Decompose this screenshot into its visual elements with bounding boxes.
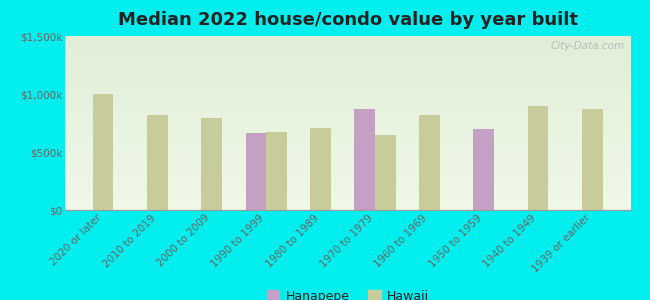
Bar <box>93 94 113 210</box>
Bar <box>202 118 222 210</box>
Bar <box>266 132 287 210</box>
Bar <box>419 115 439 210</box>
Bar <box>147 115 168 210</box>
Bar <box>310 128 331 210</box>
Bar <box>354 109 375 210</box>
Bar <box>246 134 266 210</box>
Legend: Hanapepe, Hawaii: Hanapepe, Hawaii <box>261 285 434 300</box>
Text: City-Data.com: City-Data.com <box>551 41 625 51</box>
Bar <box>582 109 603 210</box>
Bar <box>375 135 396 210</box>
Bar <box>473 129 494 210</box>
Bar <box>528 106 549 210</box>
Title: Median 2022 house/condo value by year built: Median 2022 house/condo value by year bu… <box>118 11 578 29</box>
